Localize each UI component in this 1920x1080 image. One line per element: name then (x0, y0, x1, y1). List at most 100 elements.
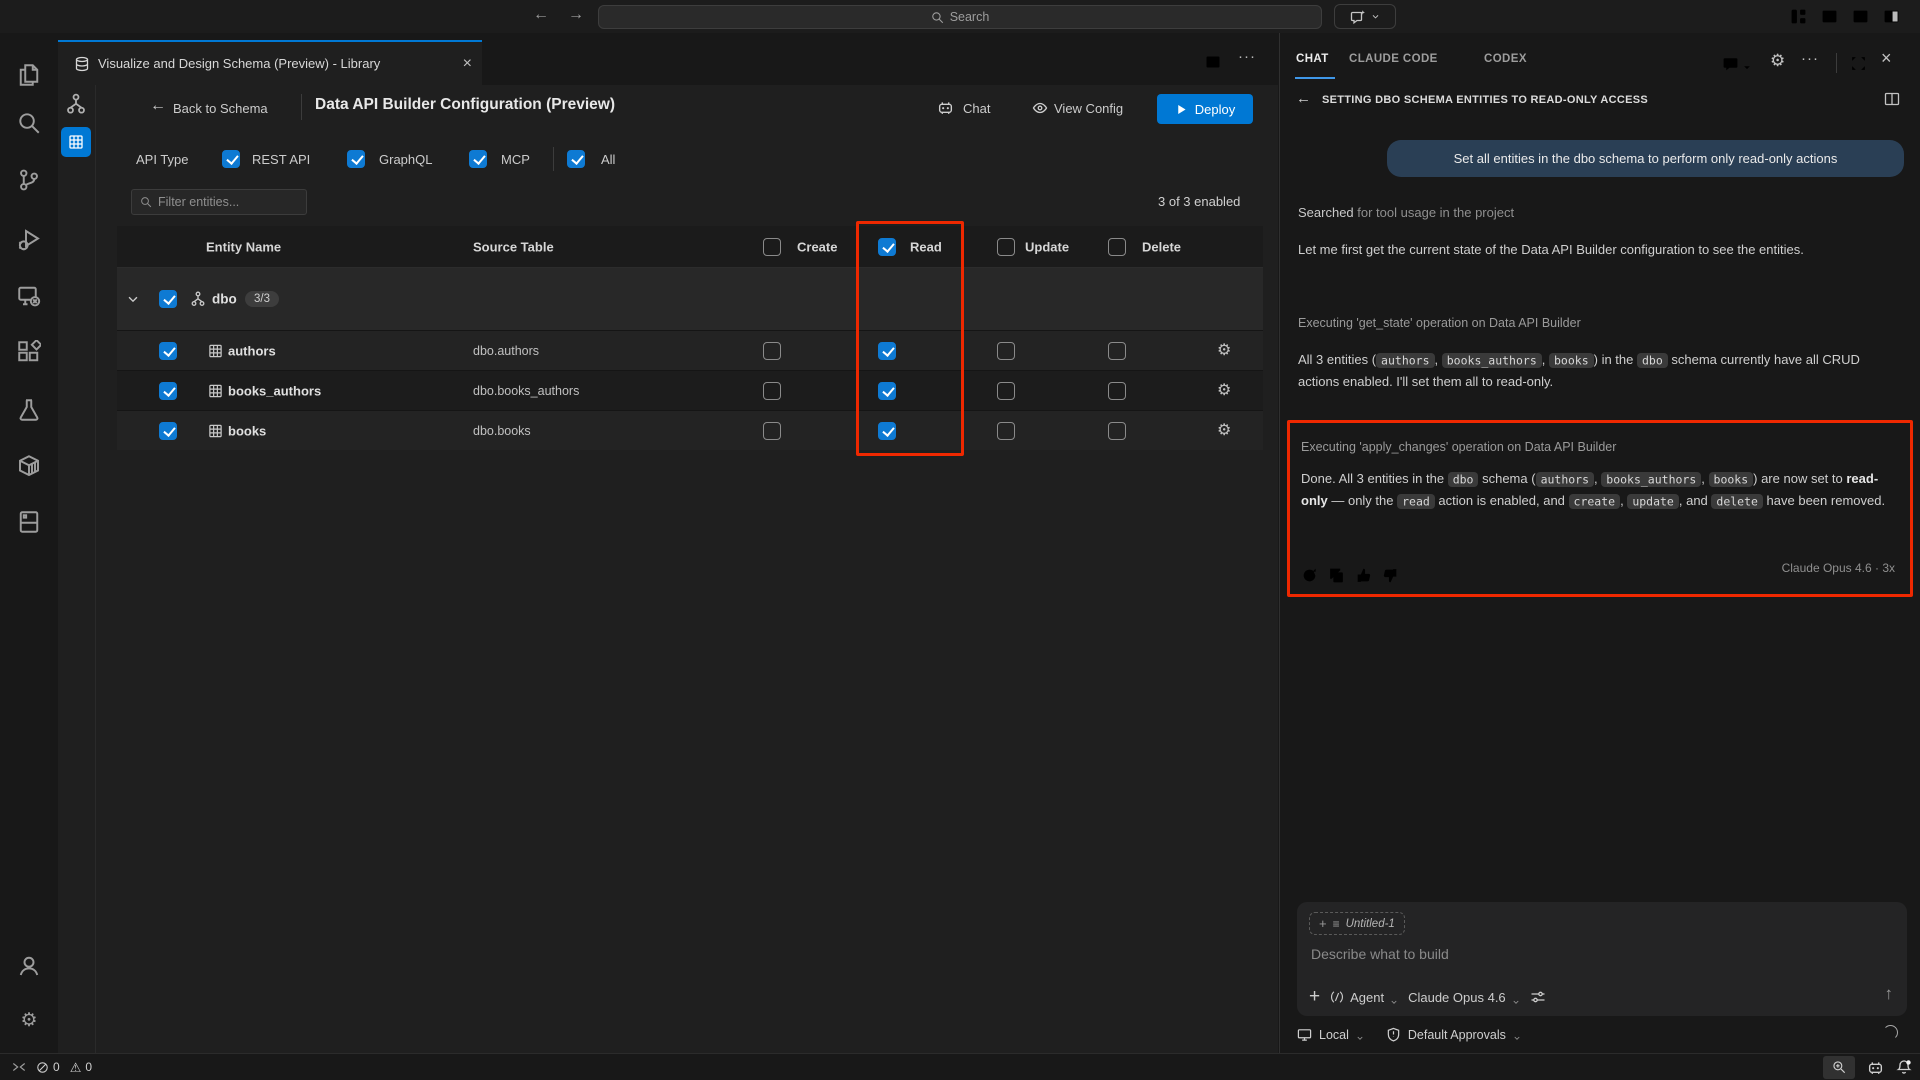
notifications-bell-icon[interactable] (1896, 1059, 1912, 1075)
update-checkbox[interactable] (997, 421, 1015, 440)
thumbs-up-icon[interactable] (1355, 567, 1372, 584)
copy-icon[interactable] (1328, 567, 1345, 584)
row-settings-gear-icon[interactable]: ⚙ (1217, 341, 1232, 359)
split-editor-icon[interactable] (1205, 54, 1221, 70)
nav-forward-icon[interactable]: → (568, 6, 584, 23)
chevron-down-icon[interactable] (1742, 59, 1752, 76)
copilot-status-icon[interactable] (1867, 1059, 1884, 1076)
problems-warnings[interactable]: ⚠ 0 (69, 1059, 93, 1075)
attach-icon[interactable]: + (1309, 986, 1321, 1007)
row-checkbox[interactable] (159, 381, 177, 400)
testing-icon[interactable] (17, 398, 41, 422)
delete-checkbox[interactable] (1108, 341, 1126, 360)
header-checkbox-create[interactable] (763, 237, 781, 256)
close-panel-icon[interactable]: × (1881, 48, 1892, 68)
update-checkbox[interactable] (997, 341, 1015, 360)
account-icon[interactable] (17, 954, 41, 978)
header-checkbox-delete[interactable] (1108, 237, 1126, 256)
open-in-editor-icon[interactable] (1884, 91, 1900, 107)
new-chat-icon[interactable] (1722, 55, 1739, 72)
group-row-dbo[interactable]: dbo 3/3 (117, 268, 1263, 330)
tools-sliders-icon[interactable] (1530, 989, 1546, 1005)
delete-checkbox[interactable] (1108, 381, 1126, 400)
back-arrow-icon[interactable]: ← (150, 97, 166, 114)
checkbox-rest-api[interactable] (222, 150, 240, 168)
file-lines-icon: ≡ (1332, 916, 1340, 931)
containers-icon[interactable] (17, 454, 41, 478)
chat-settings-gear-icon[interactable]: ⚙ (1770, 51, 1786, 70)
explorer-icon[interactable] (17, 63, 41, 87)
deploy-button[interactable]: Deploy (1157, 94, 1253, 124)
chat-button[interactable]: Chat (963, 101, 991, 116)
context-chip[interactable]: + ≡ Untitled-1 (1309, 912, 1405, 935)
checkbox-graphql[interactable] (347, 150, 365, 168)
settings-gear-icon[interactable]: ⚙ (20, 1010, 38, 1031)
chevron-down-icon (1356, 1034, 1364, 1042)
error-icon (36, 1061, 49, 1074)
entity-row-books-authors[interactable]: books_authors dbo.books_authors ⚙ (117, 370, 1263, 410)
checkbox-mcp[interactable] (469, 150, 487, 168)
group-checkbox-dbo[interactable] (159, 290, 177, 308)
header-checkbox-read[interactable] (878, 237, 896, 256)
entity-row-books[interactable]: books dbo.books ⚙ (117, 410, 1263, 450)
notebooks-icon[interactable] (17, 510, 41, 534)
row-checkbox[interactable] (159, 341, 177, 360)
entity-row-authors[interactable]: authors dbo.authors ⚙ (117, 330, 1263, 370)
collapse-chevron-icon[interactable] (126, 292, 140, 306)
header-checkbox-update[interactable] (997, 237, 1015, 256)
back-to-schema-link[interactable]: Back to Schema (173, 101, 268, 116)
row-settings-gear-icon[interactable]: ⚙ (1217, 381, 1232, 399)
approvals-picker[interactable]: Default Approvals (1386, 1027, 1521, 1042)
tab-codex[interactable]: CODEX (1484, 53, 1527, 65)
tab-visualize-design-schema[interactable]: Visualize and Design Schema (Preview) - … (58, 40, 482, 85)
filter-entities-input[interactable] (158, 195, 288, 209)
row-checkbox[interactable] (159, 421, 177, 440)
chat-input-box[interactable]: + ≡ Untitled-1 + Agent Claude Opus 4.6 ↑ (1297, 902, 1907, 1016)
thread-back-icon[interactable]: ← (1296, 90, 1311, 107)
api-builder-view-icon[interactable] (61, 127, 91, 157)
customize-layout-icon[interactable] (1790, 8, 1807, 25)
read-checkbox[interactable] (878, 381, 896, 400)
remote-explorer-icon[interactable] (17, 284, 41, 308)
mode-picker[interactable]: Agent (1330, 990, 1398, 1005)
checkbox-all[interactable] (567, 150, 585, 168)
nav-back-icon[interactable]: ← (533, 6, 549, 23)
update-checkbox[interactable] (997, 381, 1015, 400)
more-actions-icon[interactable]: ··· (1801, 50, 1819, 67)
toggle-secondary-sidebar-icon[interactable] (1883, 8, 1900, 25)
delete-checkbox[interactable] (1108, 421, 1126, 440)
target-picker[interactable]: Local (1297, 1027, 1364, 1042)
remote-indicator-icon[interactable] (12, 1060, 26, 1074)
filter-entities-box[interactable] (131, 189, 307, 215)
read-checkbox[interactable] (878, 421, 896, 440)
row-settings-gear-icon[interactable]: ⚙ (1217, 421, 1232, 439)
thumbs-down-icon[interactable] (1382, 567, 1399, 584)
schema-view-icon[interactable] (65, 93, 87, 115)
command-center-search[interactable]: Search (598, 5, 1322, 29)
create-checkbox[interactable] (763, 421, 781, 440)
send-icon[interactable]: ↑ (1884, 984, 1894, 1003)
search-sidebar-icon[interactable] (17, 111, 41, 135)
model-picker[interactable]: Claude Opus 4.6 (1408, 990, 1520, 1005)
view-config-button[interactable]: View Config (1054, 101, 1124, 116)
extensions-icon[interactable] (17, 340, 41, 364)
chat-prompt-input[interactable] (1311, 946, 1871, 962)
create-checkbox[interactable] (763, 341, 781, 360)
read-checkbox[interactable] (878, 341, 896, 360)
toggle-primary-sidebar-icon[interactable] (1821, 8, 1838, 25)
editor-more-actions-icon[interactable]: ··· (1238, 48, 1256, 65)
zoom-indicator[interactable] (1823, 1055, 1855, 1079)
graphql-label: GraphQL (379, 152, 433, 167)
maximize-panel-icon[interactable] (1850, 55, 1867, 72)
problems-errors[interactable]: 0 (36, 1060, 60, 1074)
schema-designer-rail (58, 85, 96, 1053)
run-debug-icon[interactable] (17, 228, 41, 252)
toggle-panel-icon[interactable] (1852, 8, 1869, 25)
tab-chat[interactable]: CHAT (1296, 53, 1329, 65)
source-control-icon[interactable] (17, 168, 41, 192)
retry-icon[interactable] (1301, 567, 1318, 584)
tab-claude-code[interactable]: CLAUDE CODE (1349, 53, 1438, 65)
create-checkbox[interactable] (763, 381, 781, 400)
copilot-menu-button[interactable] (1334, 4, 1396, 29)
tab-close-icon[interactable]: × (462, 54, 472, 72)
